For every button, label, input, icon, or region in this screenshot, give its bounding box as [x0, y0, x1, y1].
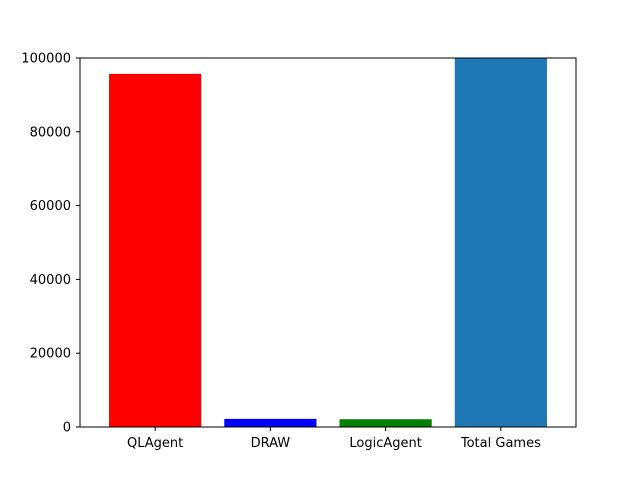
y-tick-label: 0: [63, 421, 71, 436]
bars-group: [109, 58, 547, 427]
y-tick-label: 40000: [30, 273, 71, 288]
bar-total-games: [454, 58, 547, 427]
y-tick-label: 100000: [21, 52, 71, 67]
bar-draw: [224, 418, 317, 427]
x-tick-label: Total Games: [460, 436, 541, 451]
bar-logicagent: [339, 419, 432, 427]
axes-frame: [79, 57, 577, 428]
x-axis: QLAgent DRAW LogicAgent Total Games: [127, 427, 541, 451]
x-tick-label: QLAgent: [127, 436, 183, 451]
x-tick-label: LogicAgent: [349, 436, 421, 451]
y-tick-label: 80000: [30, 125, 71, 140]
y-axis: 0 20000 40000 60000 80000 100000: [21, 52, 80, 436]
y-tick-label: 20000: [30, 347, 71, 362]
y-tick-label: 60000: [30, 199, 71, 214]
bar-qlagent: [109, 73, 202, 427]
x-tick-label: DRAW: [251, 436, 291, 451]
